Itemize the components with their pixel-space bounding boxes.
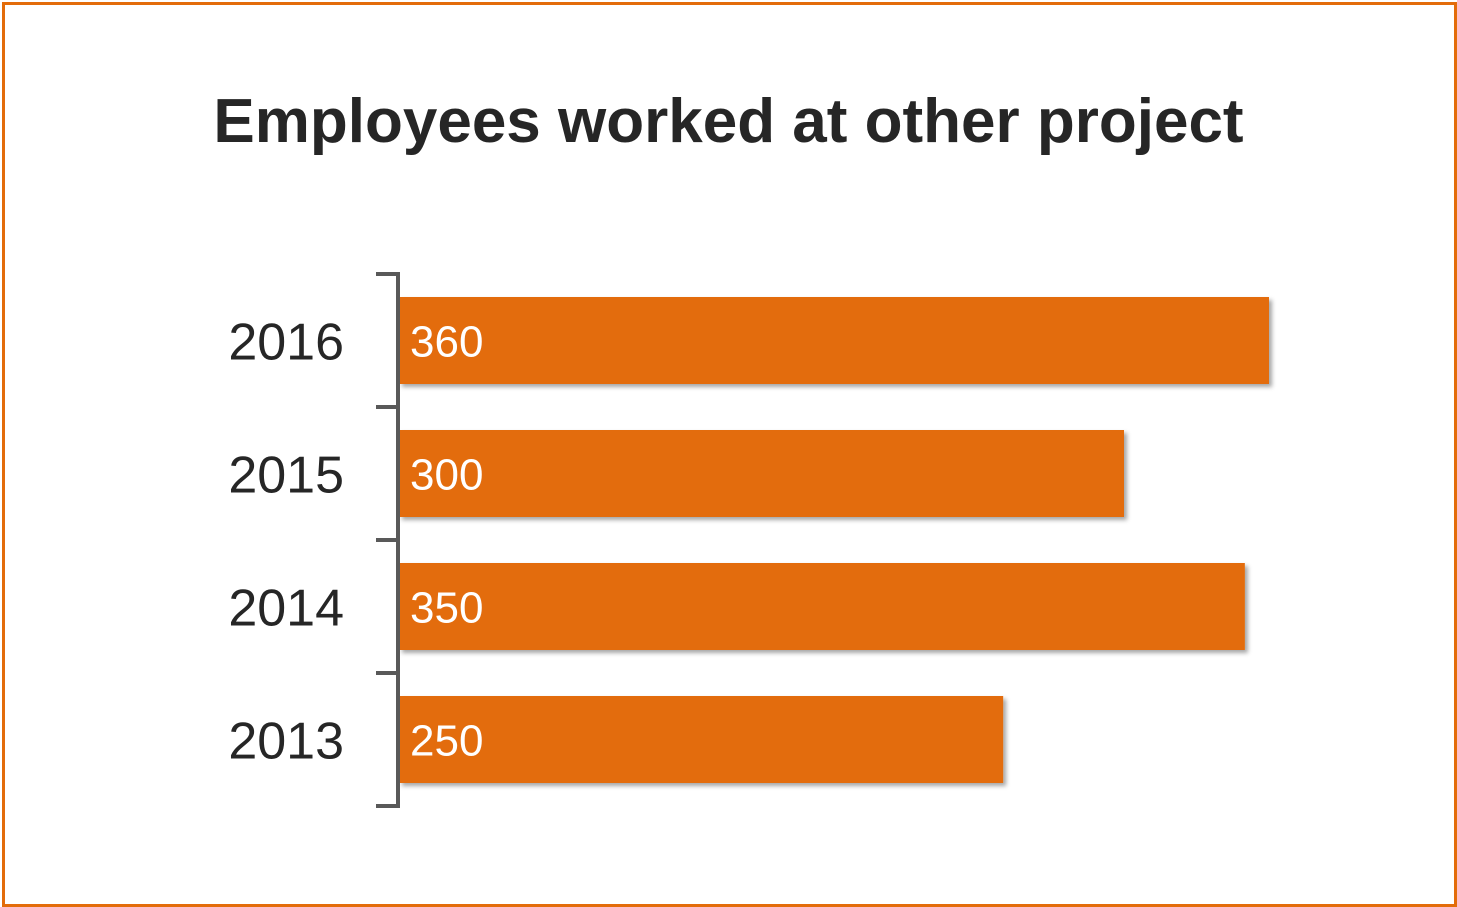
- chart-title: Employees worked at other project: [213, 87, 1244, 156]
- labels-layer: 360 2016 300 2015 350 2014 250 2013: [228, 314, 483, 771]
- category-label-2014: 2014: [228, 580, 344, 638]
- bars-layer: [399, 297, 1269, 783]
- data-label-2015: 300: [410, 451, 483, 500]
- category-label-2016: 2016: [228, 314, 344, 372]
- bar-2015: [399, 430, 1124, 517]
- data-label-2014: 350: [410, 584, 483, 633]
- category-axis: [376, 272, 400, 808]
- bar-2016: [399, 297, 1269, 384]
- data-label-2013: 250: [410, 717, 483, 766]
- bar-2013: [399, 696, 1004, 783]
- bar-2014: [399, 563, 1245, 650]
- data-label-2016: 360: [410, 318, 483, 367]
- category-label-2015: 2015: [228, 447, 344, 505]
- category-label-2013: 2013: [228, 713, 344, 771]
